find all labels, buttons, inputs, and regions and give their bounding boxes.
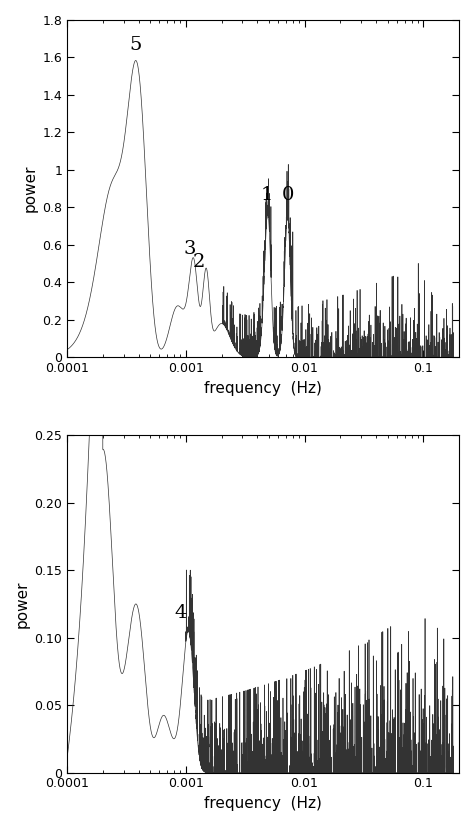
Y-axis label: power: power	[23, 165, 38, 212]
Text: 1: 1	[261, 186, 273, 203]
X-axis label: frequency  (Hz): frequency (Hz)	[204, 381, 322, 396]
Text: 0: 0	[282, 186, 294, 203]
Y-axis label: power: power	[15, 580, 30, 628]
Text: 5: 5	[130, 36, 142, 54]
Text: 4: 4	[174, 604, 187, 621]
Text: 3: 3	[183, 240, 196, 258]
Text: 2: 2	[193, 253, 206, 271]
X-axis label: frequency  (Hz): frequency (Hz)	[204, 796, 322, 811]
